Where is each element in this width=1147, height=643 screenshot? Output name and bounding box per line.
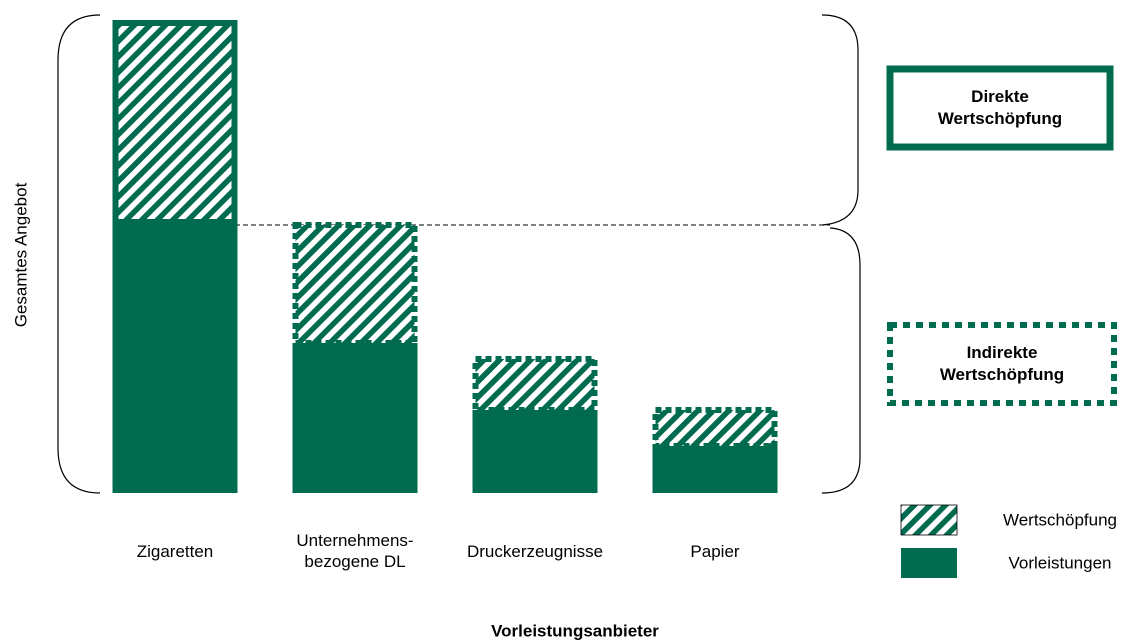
bar-segment: [112, 222, 238, 493]
annotation-text: Indirekte Wertschöpfung: [939, 343, 1065, 384]
bar-segment: [112, 20, 238, 225]
x-axis-label: Vorleistungsanbieter: [491, 621, 659, 640]
annotation-text: Direkte Wertschöpfung: [937, 87, 1063, 128]
left-brace: [57, 14, 101, 494]
bar-segment: [292, 222, 418, 346]
legend-swatch: [900, 504, 958, 536]
y-axis-label: Gesamtes Angebot: [11, 182, 30, 327]
x-tick-label: Unternehmens- bezogene DL: [296, 531, 414, 571]
x-tick-label: Druckerzeugnisse: [466, 542, 604, 561]
annotation-box: [887, 322, 1117, 406]
x-tick-label: Papier: [690, 542, 740, 561]
bar-segment: [652, 407, 778, 449]
bar-segment: [652, 446, 778, 493]
legend-label: Wertschöpfung: [1003, 510, 1117, 529]
legend-swatch: [901, 548, 957, 578]
bar-segment: [472, 410, 598, 493]
x-tick-label: Zigaretten: [136, 542, 214, 561]
right-brace-upper: [821, 14, 859, 226]
annotation-box: [886, 65, 1114, 151]
right-brace-lower: [821, 227, 861, 494]
legend-label: Vorleistungen: [1008, 553, 1111, 572]
bar-segment: [292, 343, 418, 493]
bar-segment: [472, 356, 598, 413]
